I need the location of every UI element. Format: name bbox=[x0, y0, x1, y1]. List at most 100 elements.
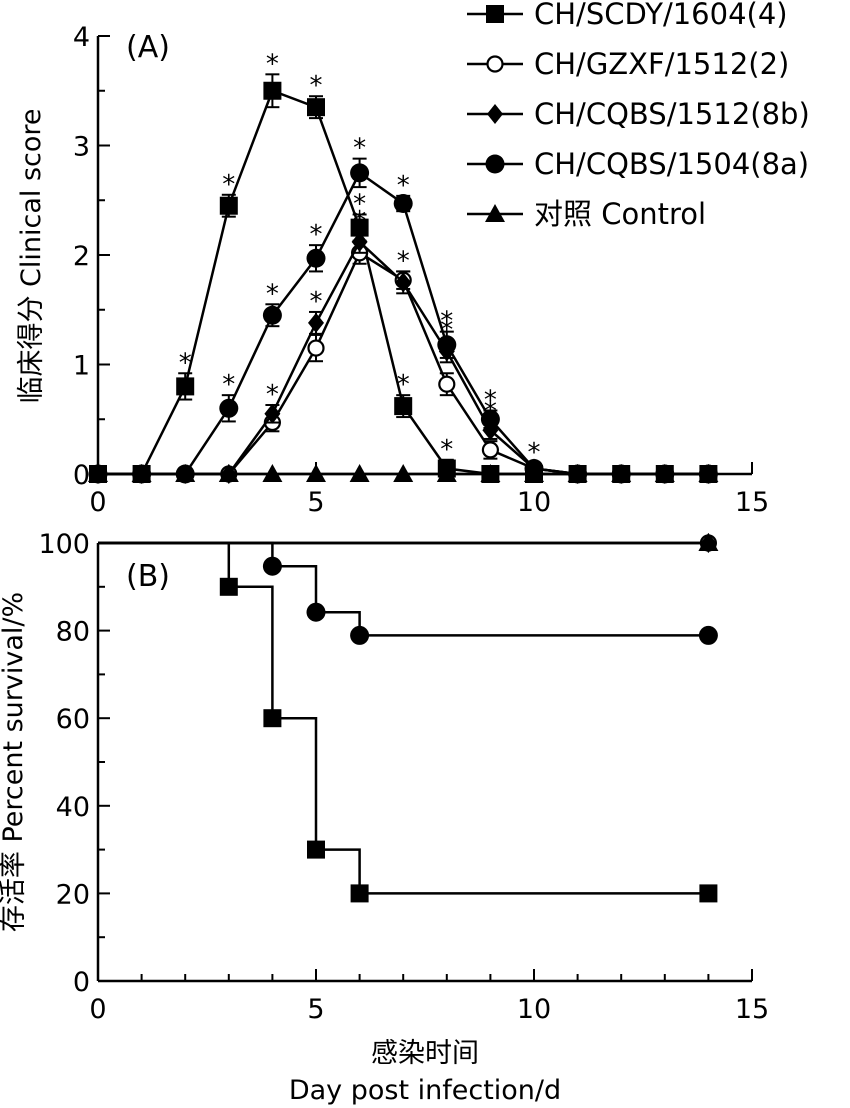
survival-point bbox=[307, 840, 325, 859]
significance-star: * bbox=[397, 171, 410, 201]
data-point bbox=[395, 272, 412, 293]
data-point bbox=[524, 464, 544, 482]
significance-star: * bbox=[484, 385, 497, 415]
significance-star: * bbox=[397, 246, 410, 276]
significance-star: * bbox=[310, 71, 323, 101]
legend-item-ch-scdy-1604-4: CH/SCDY/1604(4) bbox=[467, 0, 788, 31]
significance-star: * bbox=[353, 206, 366, 236]
data-point bbox=[219, 398, 239, 418]
survival-point bbox=[262, 556, 282, 576]
legend-item-ch-cqbs-1504-8a: CH/CQBS/1504(8a) bbox=[467, 147, 809, 181]
panel-a-y-tick-label: 1 bbox=[73, 351, 90, 382]
data-point bbox=[306, 464, 326, 482]
data-point bbox=[481, 441, 499, 459]
panel-a-x-tick-label: 0 bbox=[89, 487, 106, 518]
data-point bbox=[308, 312, 324, 333]
survival-point bbox=[698, 533, 719, 551]
significance-star: * bbox=[310, 287, 323, 317]
survival-point bbox=[698, 625, 718, 645]
significance-star: * bbox=[353, 134, 366, 164]
survival-point bbox=[263, 709, 282, 728]
legend-marker bbox=[486, 55, 504, 73]
panel-b-y-tick-label: 60 bbox=[56, 704, 90, 735]
panel-b-series bbox=[98, 533, 719, 903]
data-point bbox=[263, 81, 282, 100]
significance-star: * bbox=[440, 307, 453, 337]
legend-marker bbox=[486, 5, 504, 23]
data-point bbox=[393, 464, 414, 482]
series-ch-cqbs-1512-8b: * * * * * * * bbox=[90, 206, 717, 484]
significance-star: * bbox=[266, 380, 279, 410]
panel-a-y-tick-label: 4 bbox=[73, 22, 90, 53]
data-point bbox=[262, 464, 283, 482]
panel-a-series: ********************* bbox=[88, 49, 719, 484]
data-point bbox=[306, 248, 326, 268]
survival-point bbox=[306, 602, 326, 622]
legend-label: CH/SCDY/1604(4) bbox=[534, 0, 788, 31]
survival-point bbox=[350, 884, 369, 903]
data-point bbox=[567, 464, 588, 482]
series-control bbox=[88, 464, 719, 482]
survival-series-control bbox=[98, 533, 719, 551]
survival-point bbox=[699, 884, 718, 903]
x-axis-title-english: Day post infection/d bbox=[289, 1075, 561, 1106]
significance-star: * bbox=[179, 348, 192, 378]
legend-marker bbox=[487, 104, 503, 124]
legend-marker bbox=[485, 204, 505, 222]
panel-b-x-tick-label: 10 bbox=[517, 994, 551, 1025]
panel-a-y-axis-title: 临床得分 Clinical score bbox=[16, 108, 47, 403]
legend-item-control: 对照 Control bbox=[467, 197, 706, 231]
panel-a-y-tick-label: 3 bbox=[73, 132, 90, 163]
data-point bbox=[350, 218, 369, 237]
panel-a-x-tick-label: 15 bbox=[735, 487, 769, 518]
data-point bbox=[394, 397, 413, 416]
series-ch-cqbs-1504-8a: ******* bbox=[88, 134, 718, 484]
legend-label: CH/CQBS/1512(8b) bbox=[534, 97, 810, 131]
panel-b-label: (B) bbox=[126, 559, 170, 594]
legend-label: CH/GZXF/1512(2) bbox=[534, 47, 789, 81]
panel-a-y-tick-label: 0 bbox=[73, 460, 90, 491]
data-point bbox=[219, 196, 238, 215]
survival-step-line bbox=[98, 541, 709, 895]
panel-a-label: (A) bbox=[126, 30, 170, 65]
survival-point bbox=[219, 577, 238, 596]
panel-a-x-tick-label: 5 bbox=[307, 487, 324, 518]
legend-label: 对照 Control bbox=[534, 197, 706, 231]
data-point bbox=[436, 464, 457, 482]
data-point bbox=[307, 339, 325, 357]
panel-b-survival-chart: (B) 存活率 Percent survival/% 感染时间 Day post… bbox=[0, 529, 769, 1106]
significance-star: * bbox=[266, 279, 279, 309]
data-point bbox=[654, 464, 675, 482]
data-point bbox=[176, 377, 195, 396]
data-point bbox=[262, 305, 282, 325]
data-point bbox=[480, 409, 500, 429]
significance-star: * bbox=[353, 189, 366, 219]
survival-step-line bbox=[98, 541, 709, 637]
legend-label: CH/CQBS/1504(8a) bbox=[534, 147, 809, 181]
panel-b-axes: 0 5 10 15 0 20 40 60 80 100 bbox=[38, 529, 769, 1025]
panel-b-y-axis-title: 存活率 Percent survival/% bbox=[0, 592, 29, 932]
data-point bbox=[698, 464, 719, 482]
legend-item-ch-gzxf-1512-2: CH/GZXF/1512(2) bbox=[467, 47, 789, 81]
significance-star: * bbox=[440, 435, 453, 465]
panel-b-x-tick-label: 5 bbox=[307, 994, 324, 1025]
data-point bbox=[88, 464, 108, 482]
data-point bbox=[438, 375, 456, 393]
data-point bbox=[437, 335, 457, 355]
panel-b-x-tick-label: 15 bbox=[735, 994, 769, 1025]
data-point bbox=[393, 194, 413, 214]
legend-marker bbox=[485, 154, 505, 174]
data-point bbox=[175, 464, 196, 482]
data-point bbox=[351, 231, 368, 252]
significance-star: * bbox=[397, 370, 410, 400]
significance-star: * bbox=[222, 170, 235, 200]
data-point bbox=[480, 464, 501, 482]
data-point bbox=[131, 464, 152, 482]
legend-item-ch-cqbs-1512-8b: CH/CQBS/1512(8b) bbox=[467, 97, 810, 131]
panel-b-y-tick-label: 40 bbox=[56, 792, 90, 823]
data-point bbox=[349, 464, 370, 482]
data-point bbox=[611, 464, 632, 482]
significance-star: * bbox=[222, 370, 235, 400]
